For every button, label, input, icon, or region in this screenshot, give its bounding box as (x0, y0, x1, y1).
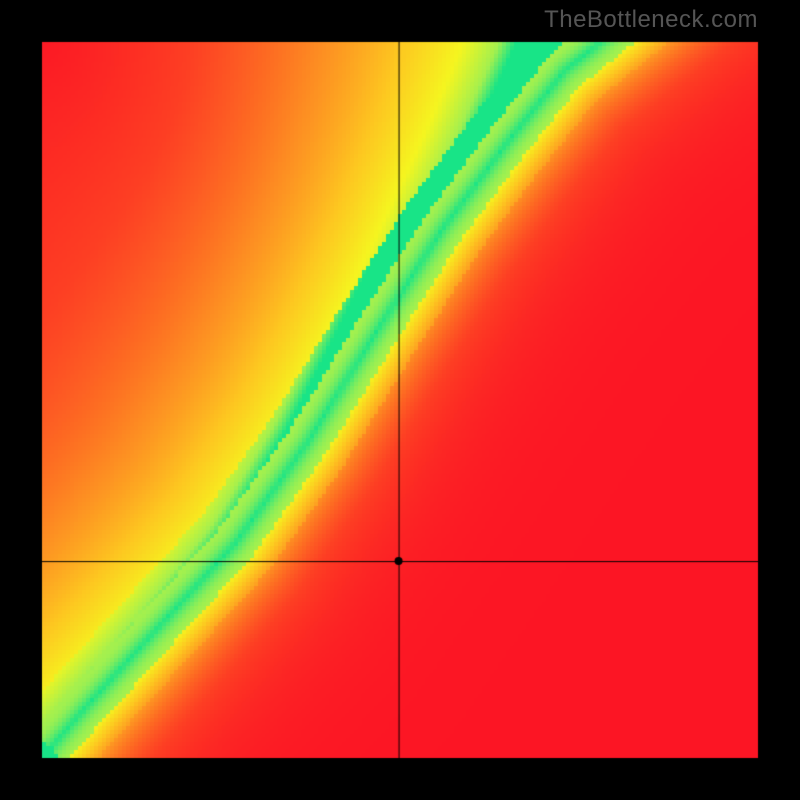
bottleneck-heatmap (0, 0, 800, 800)
watermark-label: TheBottleneck.com (544, 6, 758, 34)
